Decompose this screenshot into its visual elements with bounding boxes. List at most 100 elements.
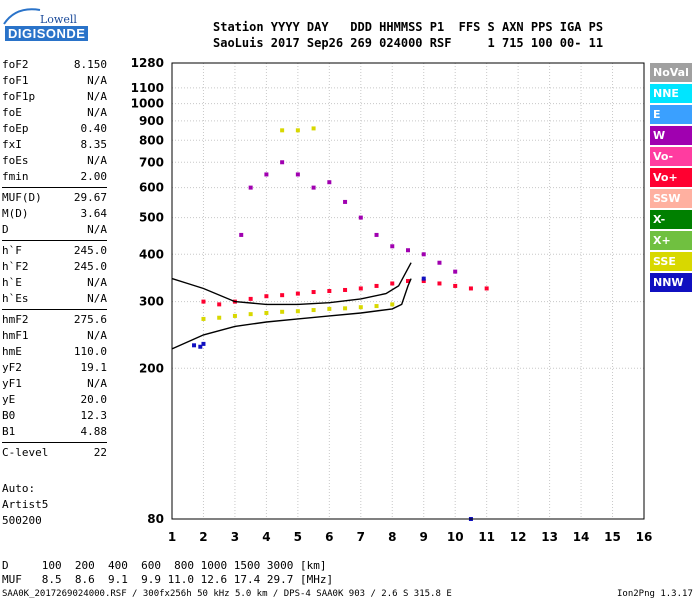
station-header-labels: Station YYYY DAY DDD HHMMSS P1 FFS S AXN… <box>213 20 604 34</box>
param-row: fmin 2.00 <box>2 169 107 185</box>
x-tick-label: 1 <box>168 530 176 544</box>
param-key: foE <box>2 106 22 119</box>
echo-point-vo <box>280 293 285 298</box>
echo-point-sse <box>327 306 332 311</box>
param-row: MUF(D) 29.67 <box>2 190 107 206</box>
lowell-digisonde-logo: Lowell DIGISONDE <box>2 4 100 44</box>
echo-point-w <box>295 172 300 177</box>
trace-o <box>171 262 412 306</box>
echo-point-w <box>437 260 442 265</box>
param-key: B1 <box>2 425 16 438</box>
legend-item-sse: SSE <box>650 252 692 271</box>
param-key: yF1 <box>2 377 22 390</box>
param-value: 12.3 <box>80 409 108 422</box>
echo-point-sse <box>374 304 379 309</box>
param-value: N/A <box>87 90 107 103</box>
x-tick-label: 14 <box>573 530 590 544</box>
param-row: fxI 8.35 <box>2 137 107 153</box>
param-key: h`F2 <box>2 260 29 273</box>
x-tick-label: 2 <box>199 530 207 544</box>
param-row: D N/A <box>2 222 107 238</box>
param-separator <box>2 240 107 241</box>
legend-item-nne: NNE <box>650 84 692 103</box>
echo-point-w <box>239 232 244 237</box>
param-separator <box>2 442 107 443</box>
param-key: yE <box>2 393 16 406</box>
param-key: M(D) <box>2 207 29 220</box>
y-tick-label: 80 <box>147 512 164 526</box>
param-row: foEs N/A <box>2 153 107 169</box>
param-row: h`E N/A <box>2 275 107 291</box>
param-value: 0.40 <box>80 122 108 135</box>
echo-point-vo <box>374 283 379 288</box>
echo-point-vo <box>327 289 332 293</box>
echo-point-vo <box>421 279 426 284</box>
trace-x <box>171 278 412 350</box>
y-tick-label: 600 <box>139 181 164 195</box>
echo-point-vo <box>248 296 253 301</box>
echo-point-vo <box>406 279 410 284</box>
y-tick-label: 1280 <box>131 56 164 70</box>
x-tick-label: 6 <box>325 530 333 544</box>
param-key: MUF(D) <box>2 191 42 204</box>
polarization-legend: NoVal NNE E W Vo- Vo+ SSW X- X+ SSE NNW <box>650 63 692 294</box>
scaled-parameters-panel: foF2 8.150 foF1 N/A foF1p N/A foE N/A foEp 0.40 fx… <box>2 57 107 461</box>
legend-item-noval: NoVal <box>650 63 692 82</box>
echo-point-vo <box>343 287 348 292</box>
echo-point-vo <box>453 283 458 288</box>
echo-point-vo <box>437 281 442 286</box>
y-tick-label: 800 <box>139 133 164 147</box>
echo-point-sse <box>343 306 348 311</box>
auto-artist: Artist5 <box>2 498 49 511</box>
echo-point-vo <box>264 294 269 299</box>
echo-point-nnw <box>201 341 206 346</box>
auto-version: 500200 <box>2 514 42 527</box>
plot-frame <box>171 62 645 520</box>
x-tick-label: 12 <box>510 530 527 544</box>
param-key: foF1 <box>2 74 29 87</box>
legend-item-ssw: SSW <box>650 189 692 208</box>
echo-point-nnw <box>198 344 203 349</box>
station-header-values: SaoLuis 2017 Sep26 269 024000 RSF 1 715 … <box>213 36 604 50</box>
param-value: N/A <box>87 106 107 119</box>
x-tick-label: 13 <box>541 530 558 544</box>
legend-item-e: E <box>650 105 692 124</box>
param-key: h`E <box>2 276 22 289</box>
echo-point-w <box>311 185 316 190</box>
param-row: hmF2 275.6 <box>2 312 107 328</box>
param-value: N/A <box>87 74 107 87</box>
param-value: 110.0 <box>73 345 107 358</box>
echo-point-w <box>327 180 332 185</box>
echo-point-w <box>358 215 363 220</box>
echo-point-nnw <box>421 276 426 281</box>
echo-point-sse <box>358 305 363 310</box>
param-row: hmE 110.0 <box>2 344 107 360</box>
param-key: hmF2 <box>2 313 29 326</box>
x-tick-label: 5 <box>294 530 302 544</box>
plot-grid <box>171 62 645 520</box>
param-key: C-level <box>2 446 49 459</box>
param-row: C-level 22 <box>2 445 107 461</box>
param-value: N/A <box>87 377 107 390</box>
param-separator <box>2 309 107 310</box>
param-row: yF1 N/A <box>2 376 107 392</box>
param-value: 2.00 <box>80 170 108 183</box>
param-row: foE N/A <box>2 105 107 121</box>
param-row: M(D) 3.64 <box>2 206 107 222</box>
legend-item-x: X+ <box>650 231 692 250</box>
echo-point-w <box>264 172 269 177</box>
y-tick-label: 1000 <box>131 97 164 111</box>
param-row: hmF1 N/A <box>2 328 107 344</box>
param-row: B1 4.88 <box>2 424 107 440</box>
version-info: Ion2Png 1.3.17 <box>617 589 693 599</box>
x-tick-labels: 1 2 3 4 5 6 7 8 9 10 11 12 13 14 15 16 <box>168 530 653 544</box>
param-key: D <box>2 223 9 236</box>
plot-marks <box>192 126 489 521</box>
y-tick-label: 700 <box>139 155 164 169</box>
y-tick-label: 400 <box>139 247 164 261</box>
plot-traces <box>171 262 412 350</box>
param-value: 29.67 <box>73 191 107 204</box>
logo-line1: Lowell <box>40 13 77 26</box>
echo-point-sse <box>295 128 300 133</box>
echo-point-w <box>421 252 426 257</box>
